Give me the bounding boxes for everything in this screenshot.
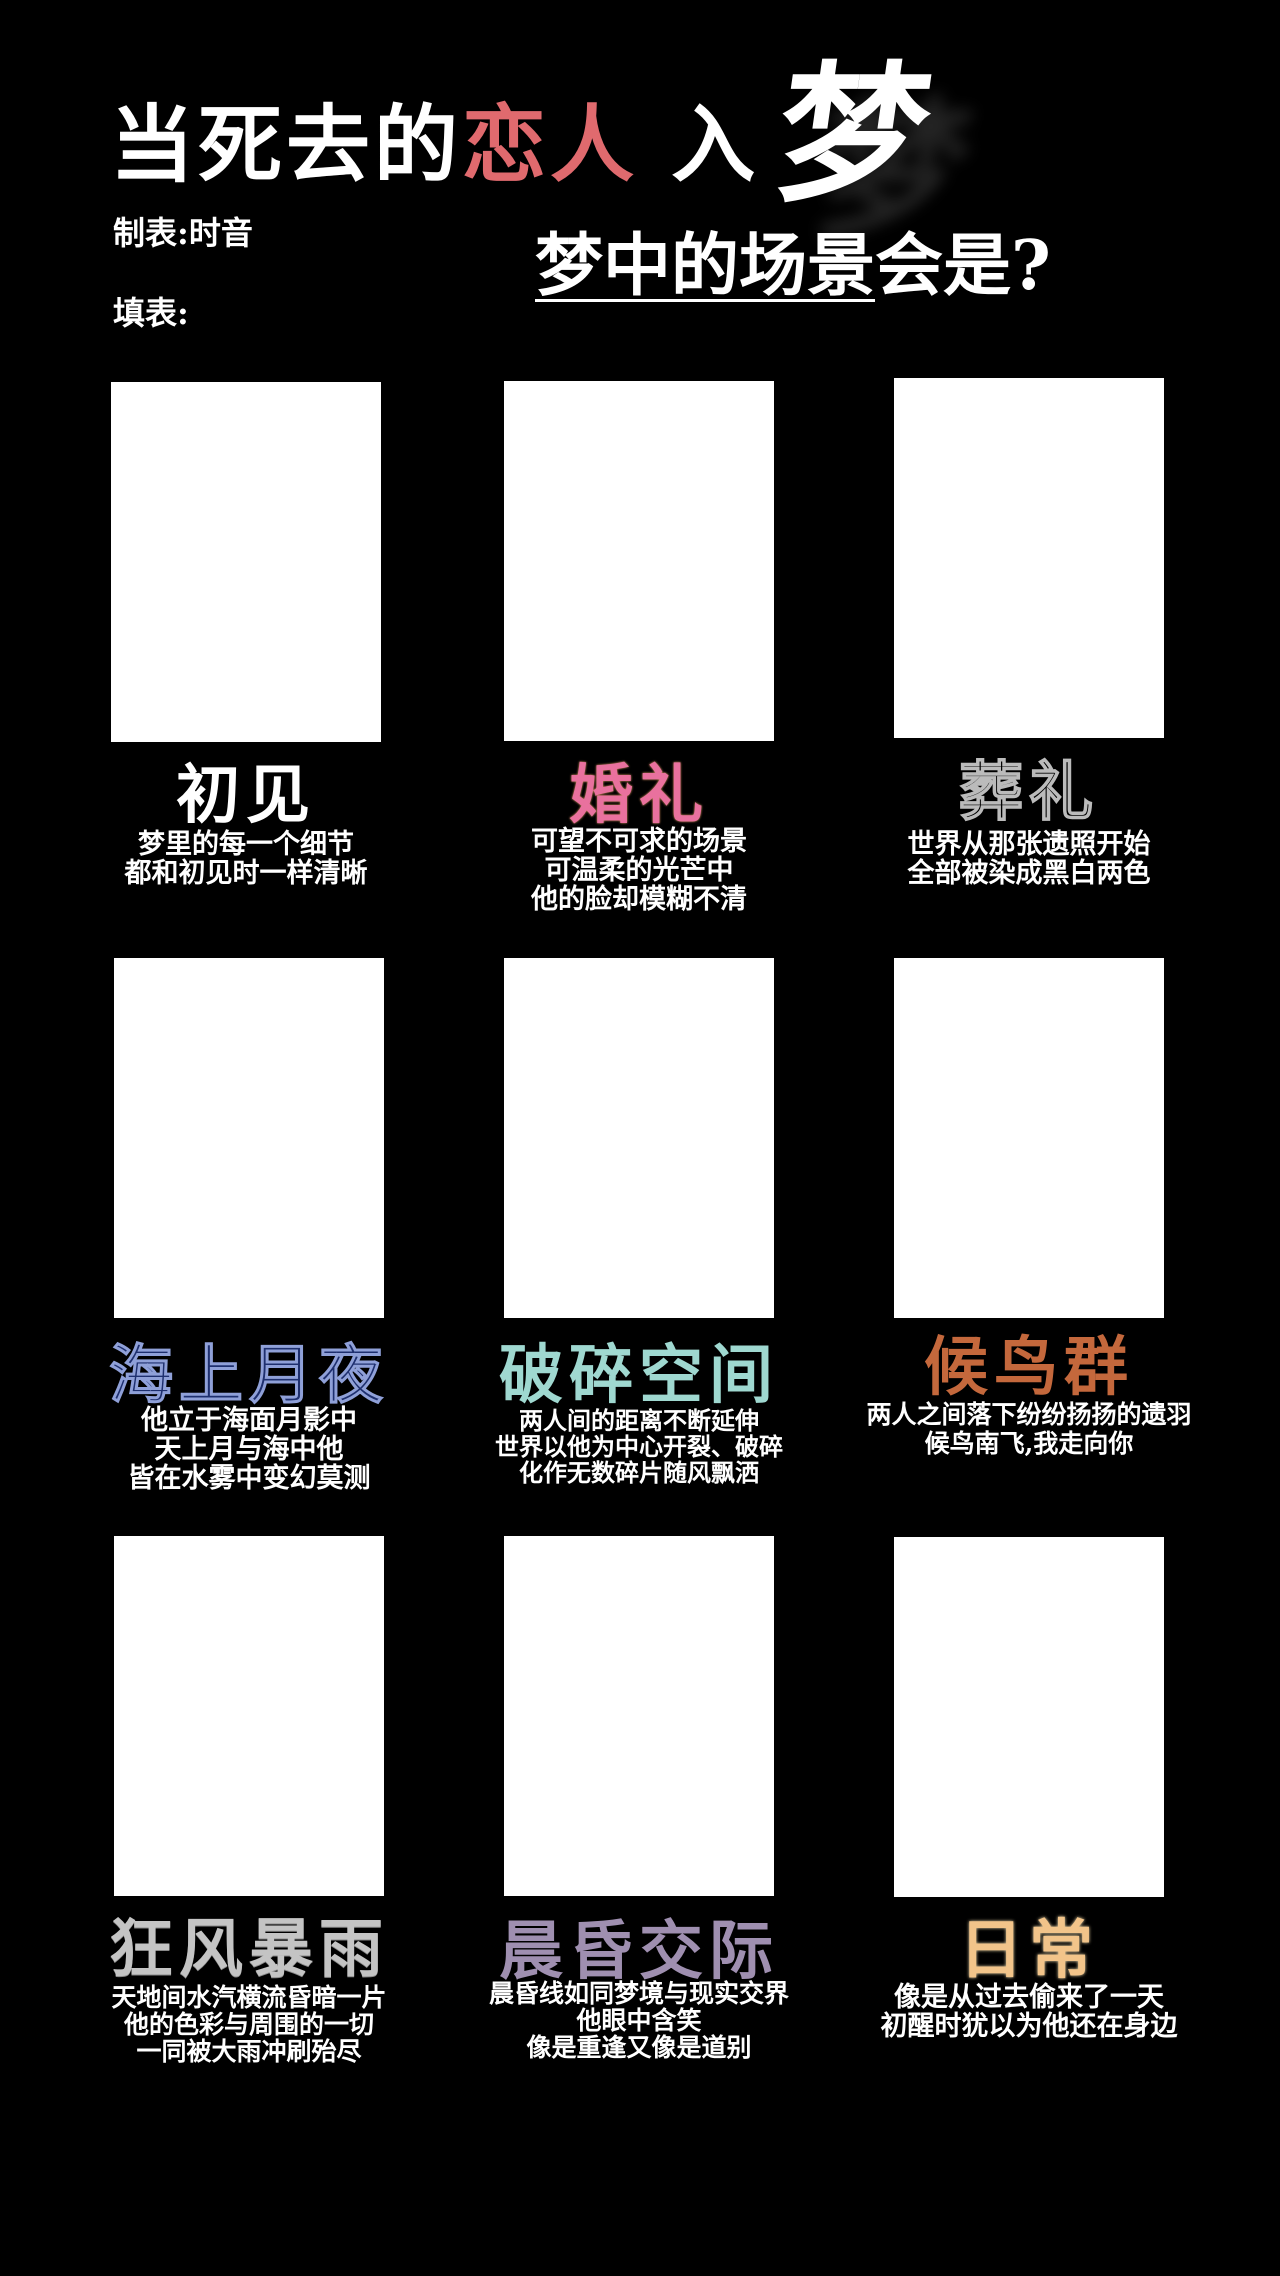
scene-description: 他立于海面月影中 天上月与海中他 皆在水雾中变幻莫测 [54,1406,444,1493]
scene-title: 葬礼 [958,754,1099,831]
desc-line: 可温柔的光芒中 [544,855,734,886]
scene-title: 狂风暴雨 [109,1912,389,1987]
scene-title: 晨昏交际 [499,1914,779,1989]
scene-cell-migratory-birds: 候鸟群 两人之间落下纷纷扬扬的遗羽 候鸟南飞,我走向你 [866,958,1192,1458]
author-label: 制表:时音 [113,214,253,252]
desc-line: 两人之间落下纷纷扬扬的遗羽 [866,1400,1192,1429]
scene-title: 初见 [176,758,316,833]
title-accent: 恋人 [462,95,639,194]
filler-label: 填表: [113,294,189,332]
subtitle: 梦中的场景会是? [535,210,1051,309]
title-text: 当死去的恋人 入 [110,78,759,199]
desc-line: 天地间水汽横流昏暗一片 [111,1983,387,2012]
subtitle-underlined: 梦中的场景 [535,226,876,306]
scene-description: 天地间水汽横流昏暗一片 他的色彩与周围的一切 一同被大雨冲刷殆尽 [54,1984,444,2065]
photo-slot[interactable] [894,1537,1164,1897]
desc-line: 世界以他为中心开裂、破碎 [495,1432,783,1461]
desc-line: 他立于海面月影中 [141,1405,357,1436]
title-main: 当死去的 [110,95,463,194]
desc-line: 像是重逢又像是道别 [526,2033,752,2062]
desc-line: 梦里的每一个细节 [138,829,354,860]
photo-slot[interactable] [504,1536,774,1896]
desc-line: 一同被大雨冲刷殆尽 [136,2037,362,2066]
photo-slot[interactable] [114,958,384,1318]
photo-slot[interactable] [504,958,774,1318]
scene-cell-daily-life: 日常 像是从过去偷来了一天 初醒时犹以为他还在身边 [881,1537,1178,2041]
scene-cell-moonlit-sea: 海上月夜 他立于海面月影中 天上月与海中他 皆在水雾中变幻莫测 [109,958,384,1493]
scene-cell-twilight: 晨昏交际 晨昏线如同梦境与现实交界 他眼中含笑 像是重逢又像是道别 [489,1536,789,2061]
desc-line: 两人间的距离不断延伸 [519,1406,759,1435]
scene-cell-wedding: 婚礼 可望不可求的场景 可温柔的光芒中 他的脸却模糊不清 [504,381,774,914]
photo-slot[interactable] [504,381,774,741]
scene-title: 破碎空间 [499,1338,779,1413]
desc-line: 他的脸却模糊不清 [531,884,747,915]
subtitle-tail: 会是? [875,226,1051,306]
desc-line: 像是从过去偷来了一天 [894,1982,1164,2013]
scene-description: 两人间的距离不断延伸 世界以他为中心开裂、破碎 化作无数碎片随风飘洒 [444,1408,834,1486]
scene-description: 可望不可求的场景 可温柔的光芒中 他的脸却模糊不清 [444,827,834,914]
scene-cell-first-meeting: 初见 梦里的每一个细节 都和初见时一样清晰 [111,382,381,888]
scene-description: 像是从过去偷来了一天 初醒时犹以为他还在身边 [834,1983,1224,2041]
scene-description: 晨昏线如同梦境与现实交界 他眼中含笑 像是重逢又像是道别 [444,1980,834,2061]
scene-title: 海上月夜 [109,1338,389,1414]
photo-slot[interactable] [894,958,1164,1318]
photo-slot[interactable] [111,382,381,742]
scene-title: 日常 [959,1913,1099,1988]
photo-slot[interactable] [894,378,1164,738]
desc-line: 晨昏线如同梦境与现实交界 [488,1979,789,2008]
scene-title: 候鸟群 [924,1330,1134,1405]
desc-line: 可望不可求的场景 [531,826,747,857]
desc-line: 他眼中含笑 [576,2006,702,2035]
title-dream: 梦 [765,47,941,223]
photo-slot[interactable] [114,1536,384,1896]
title-tail: 入 [671,95,760,194]
desc-line: 他的色彩与周围的一切 [123,2010,374,2039]
scene-description: 两人之间落下纷纷扬扬的遗羽 候鸟南飞,我走向你 [814,1400,1244,1458]
desc-line: 初醒时犹以为他还在身边 [880,2011,1178,2042]
scene-description: 梦里的每一个细节 都和初见时一样清晰 [51,830,441,888]
desc-line: 天上月与海中他 [154,1434,344,1465]
scene-cell-funeral: 葬礼 世界从那张遗照开始 全部被染成黑白两色 [894,378,1164,888]
scene-cell-storm: 狂风暴雨 天地间水汽横流昏暗一片 他的色彩与周围的一切 一同被大雨冲刷殆尽 [109,1536,387,2065]
scene-description: 世界从那张遗照开始 全部被染成黑白两色 [834,830,1224,888]
desc-line: 全部被染成黑白两色 [907,858,1151,889]
desc-line: 都和初见时一样清晰 [124,858,368,889]
desc-line: 化作无数碎片随风飘洒 [519,1458,759,1487]
scene-cell-shattered-space: 破碎空间 两人间的距离不断延伸 世界以他为中心开裂、破碎 化作无数碎片随风飘洒 [495,958,783,1486]
desc-line: 皆在水雾中变幻莫测 [127,1463,371,1494]
desc-line: 候鸟南飞,我走向你 [924,1429,1134,1458]
scene-title: 婚礼 [569,758,709,833]
desc-line: 世界从那张遗照开始 [907,829,1151,860]
